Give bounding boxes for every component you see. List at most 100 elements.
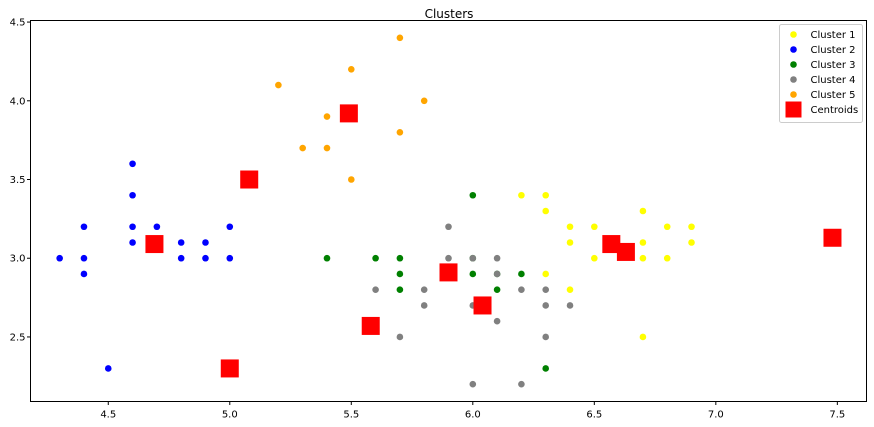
cluster-1-point xyxy=(542,207,550,215)
cluster-1-point xyxy=(688,223,695,231)
cluster-1-point xyxy=(639,207,647,215)
cluster-4-point xyxy=(372,286,379,294)
cluster-4-point xyxy=(493,254,501,262)
cluster-2-point xyxy=(104,365,112,372)
cluster-1-point xyxy=(639,333,647,341)
legend-marker xyxy=(790,61,797,68)
x-tick-label: 5.0 xyxy=(222,410,238,421)
cluster-4-point xyxy=(542,333,550,341)
cluster-4-point xyxy=(469,380,477,388)
cluster-2-point xyxy=(129,239,136,246)
cluster-1-point xyxy=(639,254,647,262)
legend-marker xyxy=(790,46,797,53)
y-tick-label: 2.5 xyxy=(10,332,26,343)
centroid-marker xyxy=(473,296,492,315)
x-tick-label: 7.5 xyxy=(829,410,845,421)
cluster-4-point xyxy=(542,302,550,309)
y-tick-label: 4.5 xyxy=(10,18,26,29)
cluster-1-point xyxy=(663,223,671,231)
cluster-4-point xyxy=(518,380,525,388)
cluster-5-point xyxy=(275,81,282,89)
legend: Cluster 1 Cluster 2 Cluster 3 Cluster 4 Clus… xyxy=(779,24,863,123)
cluster-2-point xyxy=(80,270,88,278)
y-tick-label: 3.0 xyxy=(10,254,26,265)
cluster-2-point xyxy=(177,239,185,246)
x-tick-label: 7.0 xyxy=(708,410,724,421)
legend-label: Cluster 4 xyxy=(811,75,856,86)
cluster-5-point xyxy=(323,144,331,152)
centroid-marker xyxy=(145,235,164,254)
cluster-2-point xyxy=(226,254,234,262)
y-tick-label: 3.5 xyxy=(10,175,26,186)
centroid-marker xyxy=(220,359,239,378)
legend-label: Cluster 2 xyxy=(811,45,856,56)
cluster-4-point xyxy=(566,302,574,309)
cluster-1-point xyxy=(688,239,695,246)
x-tick-label: 6.0 xyxy=(465,410,481,421)
legend-marker xyxy=(785,101,802,118)
cluster-4-point xyxy=(445,254,452,262)
cluster-3-point xyxy=(469,191,477,199)
chart-title: Clusters xyxy=(425,7,474,21)
y-axis: 2.5 3.0 3.5 4.0 4.5 xyxy=(10,18,31,343)
x-tick-label: 6.5 xyxy=(586,410,602,421)
cluster-2-point xyxy=(177,254,185,262)
x-tick-label: 5.5 xyxy=(343,410,359,421)
legend-marker xyxy=(790,31,797,38)
cluster-2-point xyxy=(129,160,136,168)
cluster-4-point xyxy=(420,286,428,294)
cluster-5-point xyxy=(396,34,404,42)
cluster-1-point xyxy=(566,239,574,246)
cluster-3-point xyxy=(372,254,379,262)
legend-box xyxy=(779,24,863,123)
cluster-3-point xyxy=(396,254,404,262)
cluster-5-point xyxy=(347,66,355,73)
cluster-3-point xyxy=(323,254,331,262)
cluster-5-point xyxy=(420,97,428,105)
legend-marker xyxy=(790,91,797,98)
cluster-3-point xyxy=(493,286,501,294)
cluster-4-point xyxy=(469,254,477,262)
cluster-1-point xyxy=(591,254,598,262)
cluster-3-point xyxy=(396,286,404,294)
cluster-2-point xyxy=(80,223,88,231)
cluster-4-point xyxy=(420,302,428,309)
cluster-1-point xyxy=(639,239,647,246)
plot-frame xyxy=(30,20,867,402)
cluster-2-point xyxy=(153,223,161,231)
centroid-marker xyxy=(616,242,635,261)
cluster-2-point xyxy=(80,254,88,262)
cluster-3-point xyxy=(542,365,550,372)
x-tick-label: 4.5 xyxy=(100,410,116,421)
cluster-4-point xyxy=(542,286,550,294)
cluster-4-point xyxy=(493,317,501,325)
cluster-4-point xyxy=(518,286,525,294)
centroid-marker xyxy=(602,235,621,254)
y-tick-label: 4.0 xyxy=(10,96,26,107)
cluster-2-point xyxy=(226,223,234,231)
cluster-5-point xyxy=(323,113,331,120)
legend-label: Cluster 5 xyxy=(811,90,856,101)
centroid-marker xyxy=(823,228,842,247)
cluster-1-point xyxy=(663,254,671,262)
cluster-3-point xyxy=(518,270,525,278)
cluster-1-point xyxy=(566,286,574,294)
centroid-marker xyxy=(361,316,380,335)
centroid-marker xyxy=(240,170,259,189)
cluster-5-point xyxy=(299,144,306,152)
cluster-2-point xyxy=(129,191,136,199)
cluster-1-point xyxy=(591,223,598,231)
cluster-5-point xyxy=(347,176,355,183)
cluster-1-point xyxy=(542,191,550,199)
legend-label: Centroids xyxy=(811,105,859,116)
cluster-1-point xyxy=(518,191,525,199)
x-axis: 4.5 5.0 5.5 6.0 6.5 7.0 7.5 xyxy=(100,401,845,421)
centroid-marker xyxy=(339,104,358,123)
cluster-3-point xyxy=(396,270,404,278)
cluster-4-point xyxy=(493,270,501,278)
legend-label: Cluster 3 xyxy=(811,60,856,71)
cluster-3-point xyxy=(469,270,477,278)
cluster-1-point xyxy=(542,270,550,278)
